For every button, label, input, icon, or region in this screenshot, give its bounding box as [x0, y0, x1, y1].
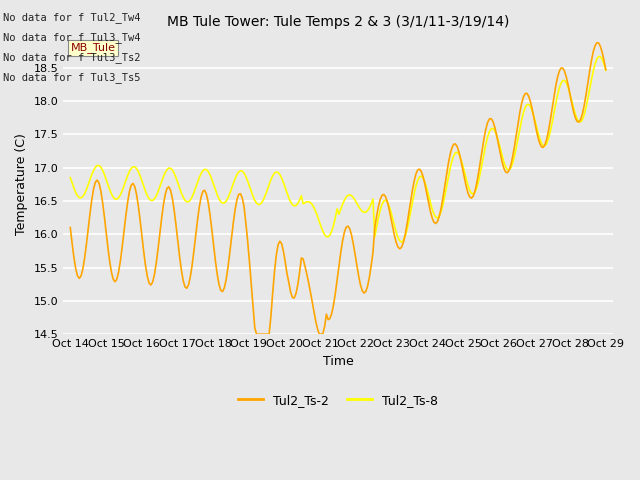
Legend: Tul2_Ts-2, Tul2_Ts-8: Tul2_Ts-2, Tul2_Ts-8: [233, 389, 444, 412]
Text: MB_Tule: MB_Tule: [70, 42, 115, 53]
Text: No data for f Tul3_Ts5: No data for f Tul3_Ts5: [3, 72, 141, 84]
Text: No data for f Tul3_Ts2: No data for f Tul3_Ts2: [3, 52, 141, 63]
Text: No data for f Tul3_Tw4: No data for f Tul3_Tw4: [3, 32, 141, 43]
Text: No data for f Tul2_Tw4: No data for f Tul2_Tw4: [3, 12, 141, 23]
X-axis label: Time: Time: [323, 355, 353, 368]
Title: MB Tule Tower: Tule Temps 2 & 3 (3/1/11-3/19/14): MB Tule Tower: Tule Temps 2 & 3 (3/1/11-…: [167, 15, 509, 29]
Y-axis label: Temperature (C): Temperature (C): [15, 133, 28, 235]
